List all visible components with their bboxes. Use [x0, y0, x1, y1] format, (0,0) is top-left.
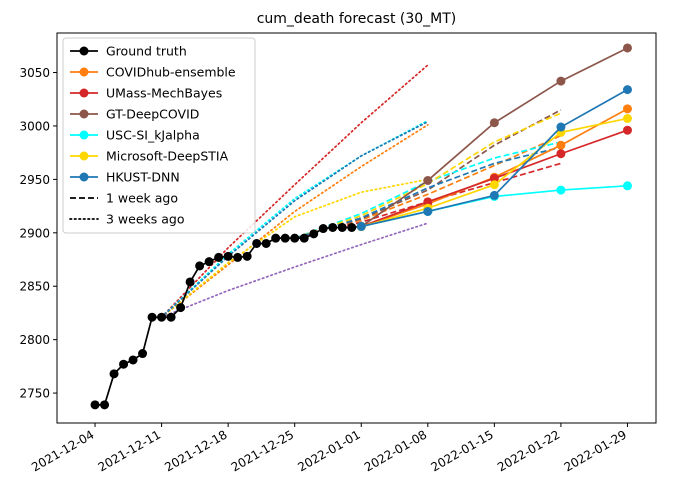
- ground-truth-point: [157, 312, 167, 322]
- ground-truth-point: [119, 359, 129, 369]
- legend-marker-ground-truth: [79, 46, 89, 56]
- y-tick-label: 2800: [19, 333, 50, 347]
- ground-truth-point: [252, 238, 262, 248]
- ground-truth-point: [166, 312, 176, 322]
- ground-truth-point: [337, 222, 347, 232]
- ground-truth-point: [261, 238, 271, 248]
- legend-label-1-week-ago: 1 week ago: [106, 191, 178, 206]
- legend-label-ground-truth: Ground truth: [106, 44, 187, 59]
- ground-truth-point: [138, 349, 148, 359]
- forecast-point-umass-mechbayes: [556, 149, 566, 159]
- y-tick-label: 2850: [19, 280, 50, 294]
- y-tick-label: 3000: [19, 119, 50, 133]
- forecast-point-microsoft-deepstia: [489, 180, 499, 190]
- ground-truth-point: [176, 303, 186, 313]
- ground-truth-point: [271, 233, 281, 243]
- legend-marker-covidhub-ensemble: [79, 67, 89, 77]
- legend-marker-gt-deepcovid: [79, 109, 89, 119]
- ground-truth-point: [128, 355, 138, 365]
- plot-frame: [56, 32, 657, 424]
- forecast-point-covidhub-ensemble: [556, 140, 566, 150]
- forecast-point-usc-si-kjalpha: [556, 185, 566, 195]
- chart-title: cum_death forecast (30_MT): [257, 11, 457, 27]
- forecast-point-hkust-dnn: [556, 122, 566, 132]
- forecast-point-gt-deepcovid: [423, 175, 433, 185]
- legend-frame: [62, 37, 256, 234]
- forecast-point-gt-deepcovid: [556, 76, 566, 86]
- legend-label-microsoft-deepstia: Microsoft-DeepSTIA: [106, 149, 229, 164]
- forecast-point-hkust-dnn: [622, 85, 632, 95]
- ground-truth-point: [109, 369, 119, 379]
- forecast-point-umass-mechbayes: [622, 125, 632, 135]
- forecast-point-covidhub-ensemble: [622, 104, 632, 114]
- legend-label-3-weeks-ago: 3 weeks ago: [106, 212, 185, 227]
- legend-label-umass-mechbayes: UMass-MechBayes: [106, 86, 222, 101]
- ground-truth-point: [280, 233, 290, 243]
- ground-truth-point: [328, 222, 338, 232]
- ground-truth-point: [204, 257, 214, 267]
- legend-marker-umass-mechbayes: [79, 88, 89, 98]
- legend-marker-usc-si-kjalpha: [79, 130, 89, 140]
- ground-truth-point: [309, 229, 319, 239]
- ground-truth-point: [147, 312, 157, 322]
- ground-truth-point: [214, 252, 224, 262]
- forecast-point-usc-si-kjalpha: [622, 181, 632, 191]
- forecast-point-gt-deepcovid: [489, 118, 499, 128]
- forecast-point-microsoft-deepstia: [622, 113, 632, 123]
- forecast-3w-line-hkust-dnn: [160, 120, 429, 319]
- forecast-point-umass-mechbayes: [423, 197, 433, 207]
- y-tick-label: 2950: [19, 173, 50, 187]
- forecast-point-hkust-dnn: [423, 206, 433, 216]
- forecast-point-hkust-dnn: [356, 221, 366, 231]
- legend-label-covidhub-ensemble: COVIDhub-ensemble: [106, 65, 236, 80]
- ground-truth-point: [233, 252, 243, 262]
- forecast-3w-line-umass-mechbayes: [160, 64, 429, 319]
- y-tick-label: 2900: [19, 226, 50, 240]
- forecast-3w-line-covidhub-ensemble: [160, 124, 429, 319]
- ground-truth-point: [100, 400, 110, 410]
- forecast-point-umass-mechbayes: [489, 173, 499, 183]
- legend: Ground truth COVIDhub-ensemble UMass-MechB…: [62, 37, 256, 234]
- legend-marker-microsoft-deepstia: [79, 151, 89, 161]
- ground-truth-point: [185, 277, 195, 287]
- y-tick-label: 2750: [19, 387, 50, 401]
- legend-label-usc-si-kjalpha: USC-SI_kJalpha: [106, 128, 200, 143]
- ground-truth-point: [195, 261, 205, 271]
- forecast-3w-line-microsoft-deepstia: [160, 178, 429, 319]
- ground-truth-point: [318, 224, 328, 234]
- legend-label-hkust-dnn: HKUST-DNN: [106, 170, 180, 185]
- forecast-3w-line-gt-deepcovid: [160, 222, 429, 319]
- y-tick-label: 3050: [19, 66, 50, 80]
- ground-truth-point: [299, 233, 309, 243]
- legend-label-gt-deepcovid: GT-DeepCOVID: [106, 107, 199, 122]
- series-layer: [90, 43, 632, 410]
- forecast-point-gt-deepcovid: [622, 43, 632, 53]
- ground-truth-point: [223, 251, 233, 261]
- ground-truth-point: [242, 251, 252, 261]
- forecast-point-hkust-dnn: [489, 190, 499, 200]
- ground-truth-point: [290, 233, 300, 243]
- legend-marker-hkust-dnn: [79, 172, 89, 182]
- ground-truth-point: [90, 400, 100, 410]
- ground-truth-point: [347, 222, 357, 232]
